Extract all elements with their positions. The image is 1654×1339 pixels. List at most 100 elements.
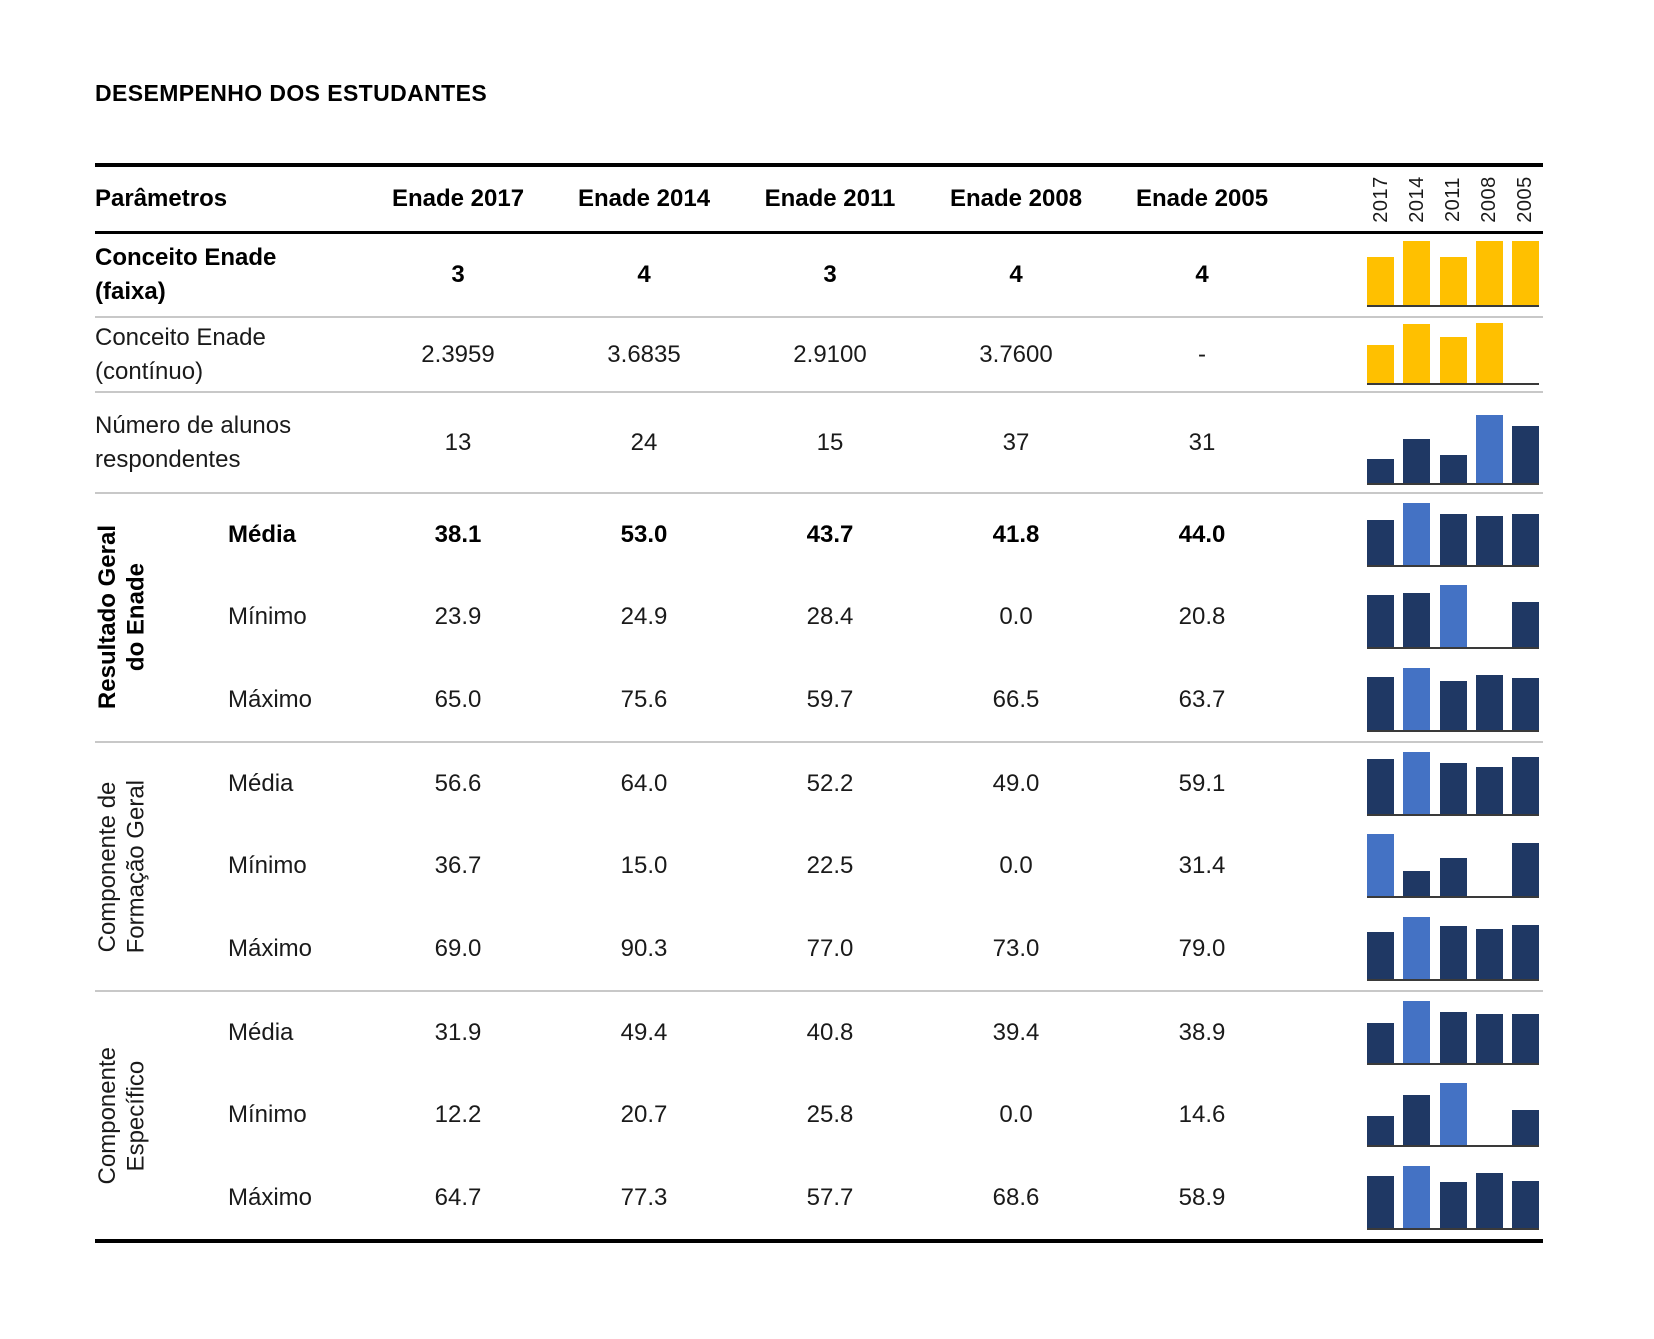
spark-bar [1403, 592, 1431, 647]
value-cell: 69.0 [434, 934, 482, 962]
spark-bar [1367, 344, 1394, 383]
row-label: Máximo [228, 934, 313, 962]
sparkline-year-labels: 2017 2014 2011 2008 2005 [1367, 166, 1539, 232]
value-cell: 57.7 [806, 1183, 854, 1211]
value-cell: 44.0 [1178, 521, 1226, 548]
value-cell: 49.4 [620, 1019, 668, 1046]
group-rows: Média 56.6 64.0 52.2 49.0 59.1 Mínimo 36… [150, 743, 1543, 990]
sparkline-especifico-maximo [1367, 1166, 1539, 1230]
spark-bar [1512, 601, 1539, 647]
year-slot: 2008 [1475, 166, 1503, 232]
spark-bar [1367, 834, 1394, 896]
spark-bar [1367, 676, 1394, 730]
sparkline-cell [1295, 415, 1543, 485]
value-cell: 65.0 [434, 685, 482, 713]
spark-bar [1439, 1011, 1467, 1063]
sparkline-especifico-media [1367, 1001, 1539, 1065]
sparkline-cell [1295, 585, 1543, 649]
value-cell: 66.5 [992, 685, 1040, 713]
spark-bar [1439, 681, 1467, 730]
rotated-year-2008: 2008 [1477, 175, 1500, 223]
spark-bar [1512, 1180, 1539, 1228]
rotated-year-2005: 2005 [1513, 175, 1536, 223]
row-conceito-enade-faixa: Conceito Enade (faixa) 3 4 3 4 4 [95, 234, 1543, 318]
group-label-especifico: Componente Específico [94, 1046, 150, 1185]
value-cell: 63.7 [1178, 685, 1226, 713]
value-cell: 3.6835 [607, 340, 681, 368]
sparkline-resultado-media [1367, 503, 1539, 567]
sparkline-cell [1295, 241, 1543, 307]
row-label: Mínimo [228, 852, 307, 879]
spark-bar [1439, 926, 1467, 979]
value-cell: 56.6 [434, 770, 482, 797]
spark-bar [1367, 759, 1394, 814]
spark-bar [1403, 917, 1431, 979]
row-conceito-enade-continuo: Conceito Enade (contínuo) 2.3959 3.6835 … [95, 318, 1543, 393]
group-componente-especifico: Componente Específico Média 31.9 49.4 40… [94, 992, 1543, 1239]
spark-bar [1403, 668, 1431, 730]
group-label-cell: Componente de Formação Geral [94, 743, 150, 990]
value-cell: 20.8 [1178, 603, 1226, 630]
sparkline-cell [1295, 917, 1543, 981]
sparkline-formacao-minimo [1367, 834, 1539, 898]
sparkline-cell [1295, 323, 1543, 385]
value-cell: 52.2 [806, 770, 854, 797]
spark-bar [1367, 1115, 1394, 1145]
spark-bar [1512, 426, 1539, 483]
spark-bar [1367, 1176, 1394, 1228]
year-slot: 2017 [1367, 166, 1395, 232]
column-header-parametros: Parâmetros [95, 185, 228, 213]
value-cell: 0.0 [999, 603, 1033, 630]
row-label: Mínimo [228, 1101, 307, 1128]
spark-bar [1367, 520, 1394, 565]
value-cell: 75.6 [620, 685, 668, 713]
spark-bar [1475, 1172, 1503, 1228]
sparkline-cell [1295, 1001, 1543, 1065]
spark-bar [1475, 766, 1503, 814]
group-label-formacao-geral: Componente de Formação Geral [94, 779, 150, 954]
value-cell: 39.4 [992, 1019, 1040, 1046]
row-label: Média [228, 1019, 294, 1046]
value-cell: 23.9 [434, 603, 482, 630]
row-resultado-minimo: Mínimo 23.9 24.9 28.4 0.0 20.8 [150, 576, 1543, 658]
value-cell: 4 [1195, 261, 1209, 288]
spark-bar [1475, 323, 1503, 383]
value-cell: 12.2 [434, 1101, 482, 1128]
sparkline-numero-alunos [1367, 415, 1539, 485]
group-label-cell: Componente Específico [94, 992, 150, 1239]
page-title: DESEMPENHO DOS ESTUDANTES [95, 80, 488, 106]
value-cell: 3 [451, 261, 465, 288]
value-cell: 20.7 [620, 1101, 668, 1128]
value-cell: 38.9 [1178, 1019, 1226, 1046]
value-cell: 73.0 [992, 934, 1040, 962]
spark-bar [1367, 594, 1394, 647]
sparkline-cell [1295, 668, 1543, 732]
spark-bar [1439, 336, 1467, 383]
row-formacao-minimo: Mínimo 36.7 15.0 22.5 0.0 31.4 [150, 825, 1543, 907]
rotated-year-2011: 2011 [1441, 176, 1464, 222]
sparkline-especifico-minimo [1367, 1083, 1539, 1147]
value-cell: 49.0 [992, 770, 1040, 797]
value-cell: 36.7 [434, 852, 482, 879]
group-formacao-geral: Componente de Formação Geral Média 56.6 … [94, 743, 1543, 992]
row-formacao-maximo: Máximo 69.0 90.3 77.0 73.0 79.0 [150, 907, 1543, 990]
sparkline-formacao-media [1367, 752, 1539, 816]
spark-bar [1439, 858, 1467, 896]
spark-bar [1475, 675, 1503, 730]
spark-bar [1475, 928, 1503, 979]
value-cell: 15.0 [620, 852, 668, 879]
year-slot: 2014 [1403, 166, 1431, 232]
value-cell: 0.0 [999, 1101, 1033, 1128]
value-cell: 31.9 [434, 1019, 482, 1046]
year-slot: 2011 [1439, 166, 1467, 232]
row-resultado-media: Média 38.1 53.0 43.7 41.8 44.0 [150, 494, 1543, 576]
spark-bar [1475, 516, 1503, 565]
rotated-year-2017: 2017 [1369, 175, 1392, 223]
value-cell: 40.8 [806, 1019, 854, 1046]
spark-bar [1439, 585, 1467, 647]
column-header-enade-2008: Enade 2008 [949, 185, 1083, 212]
spark-bar [1475, 241, 1503, 305]
spark-bar [1367, 257, 1394, 305]
row-label: Número de alunos respondentes [95, 411, 292, 473]
value-cell: 24 [630, 428, 658, 456]
